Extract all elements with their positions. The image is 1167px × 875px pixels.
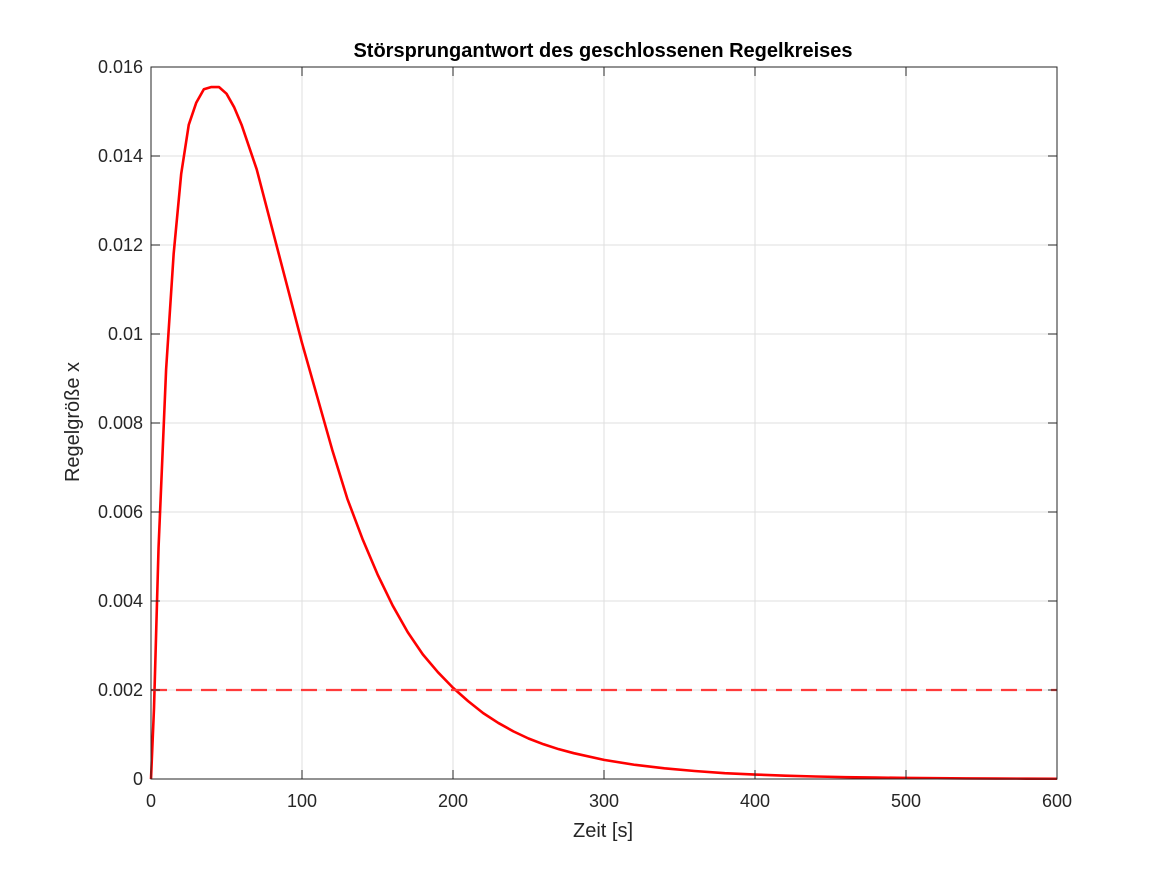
y-tick-label: 0 [133,769,143,789]
x-tick-label: 100 [287,791,317,811]
y-tick-label: 0.01 [108,324,143,344]
response-curve-series [149,85,1058,781]
y-tick-label: 0.002 [98,680,143,700]
x-tick-label: 300 [589,791,619,811]
chart-title: Störsprungantwort des geschlossenen Rege… [353,40,852,62]
y-tick-label: 0.008 [98,413,143,433]
axes [150,66,1058,780]
y-tick-label: 0.016 [98,57,143,77]
y-tick-label: 0.014 [98,146,143,166]
x-axis-label: Zeit [s] [573,820,633,842]
y-axis-label: Regelgröße x [62,362,84,482]
y-tick-label: 0.004 [98,591,143,611]
x-tick-label: 500 [891,791,921,811]
x-tick-label: 200 [438,791,468,811]
series-layer [149,85,1058,781]
y-tick-label: 0.006 [98,502,143,522]
y-tick-label: 0.012 [98,235,143,255]
x-tick-label: 600 [1042,791,1072,811]
x-tick-label: 400 [740,791,770,811]
x-tick-label: 0 [146,791,156,811]
tick-labels: 0 100 200 300 400 500 600 0 0.002 0.004 0.006 0.008… [98,57,1072,811]
